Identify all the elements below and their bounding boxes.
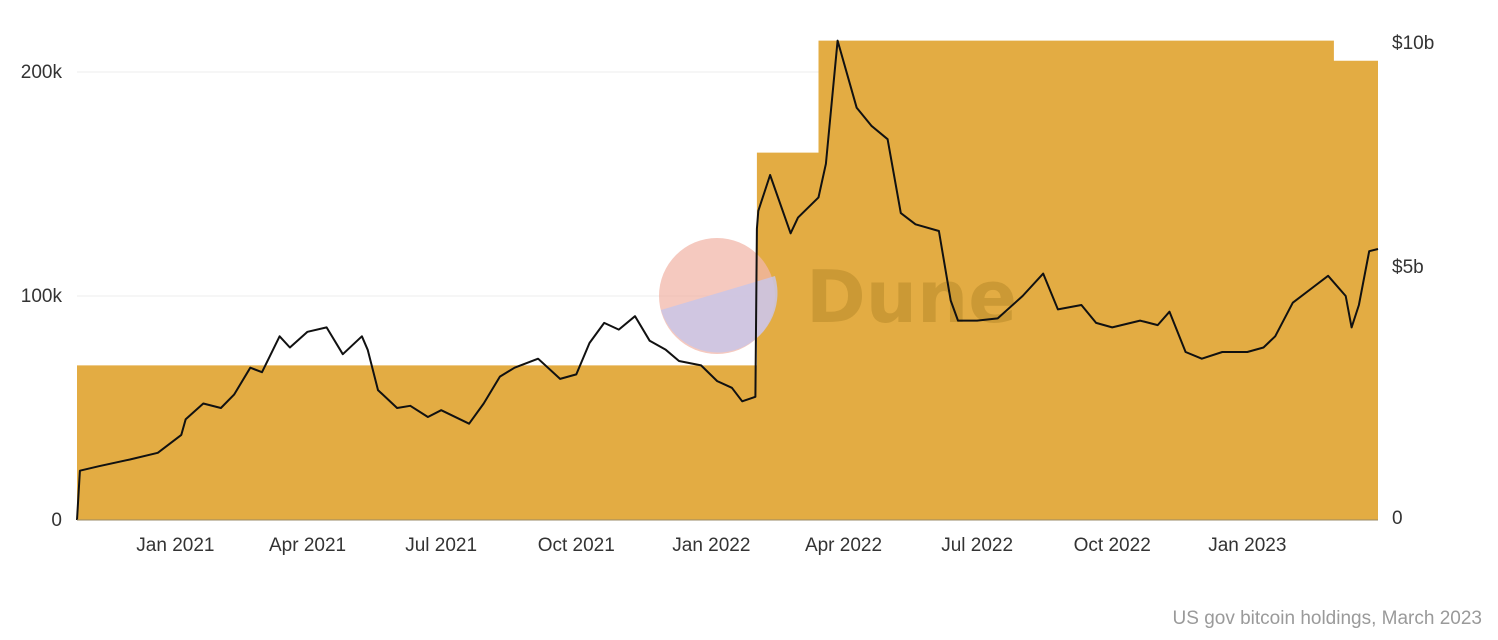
x-tick-label-2: Jul 2021 (405, 535, 477, 556)
right-tick-label-0: 0 (1392, 508, 1403, 529)
x-tick-label-3: Oct 2021 (538, 535, 615, 556)
watermark-text: Dune (806, 255, 1017, 339)
x-tick-label-0: Jan 2021 (136, 535, 214, 556)
x-tick-label-7: Oct 2022 (1074, 535, 1151, 556)
area-series-layer (77, 40, 1378, 520)
x-tick-label-8: Jan 2023 (1208, 535, 1286, 556)
x-tick-label-1: Apr 2021 (269, 535, 346, 556)
left-tick-label-1: 100k (21, 286, 63, 307)
x-axis-ticks: Jan 2021 Apr 2021 Jul 2021 Oct 2021 Jan 2022… (136, 535, 1286, 556)
line-series-1 (76, 39, 1379, 521)
left-axis-ticks: 0 100k 200k (21, 62, 63, 531)
dune-watermark: Dune (659, 238, 1017, 354)
x-tick-label-6: Jul 2022 (941, 535, 1013, 556)
x-tick-label-4: Jan 2022 (672, 535, 750, 556)
left-tick-label-0: 0 (51, 510, 62, 531)
line-series-layer (76, 39, 1379, 521)
watermark-logo-segment (661, 276, 778, 353)
right-axis-ticks: 0 $5b $10b (1392, 33, 1434, 529)
left-tick-label-2: 200k (21, 62, 63, 83)
area-series-0 (77, 40, 1378, 520)
right-tick-label-1: $5b (1392, 257, 1424, 278)
right-tick-label-2: $10b (1392, 33, 1434, 54)
x-tick-label-5: Apr 2022 (805, 535, 882, 556)
figure-caption: US gov bitcoin holdings, March 2023 (1172, 608, 1482, 629)
